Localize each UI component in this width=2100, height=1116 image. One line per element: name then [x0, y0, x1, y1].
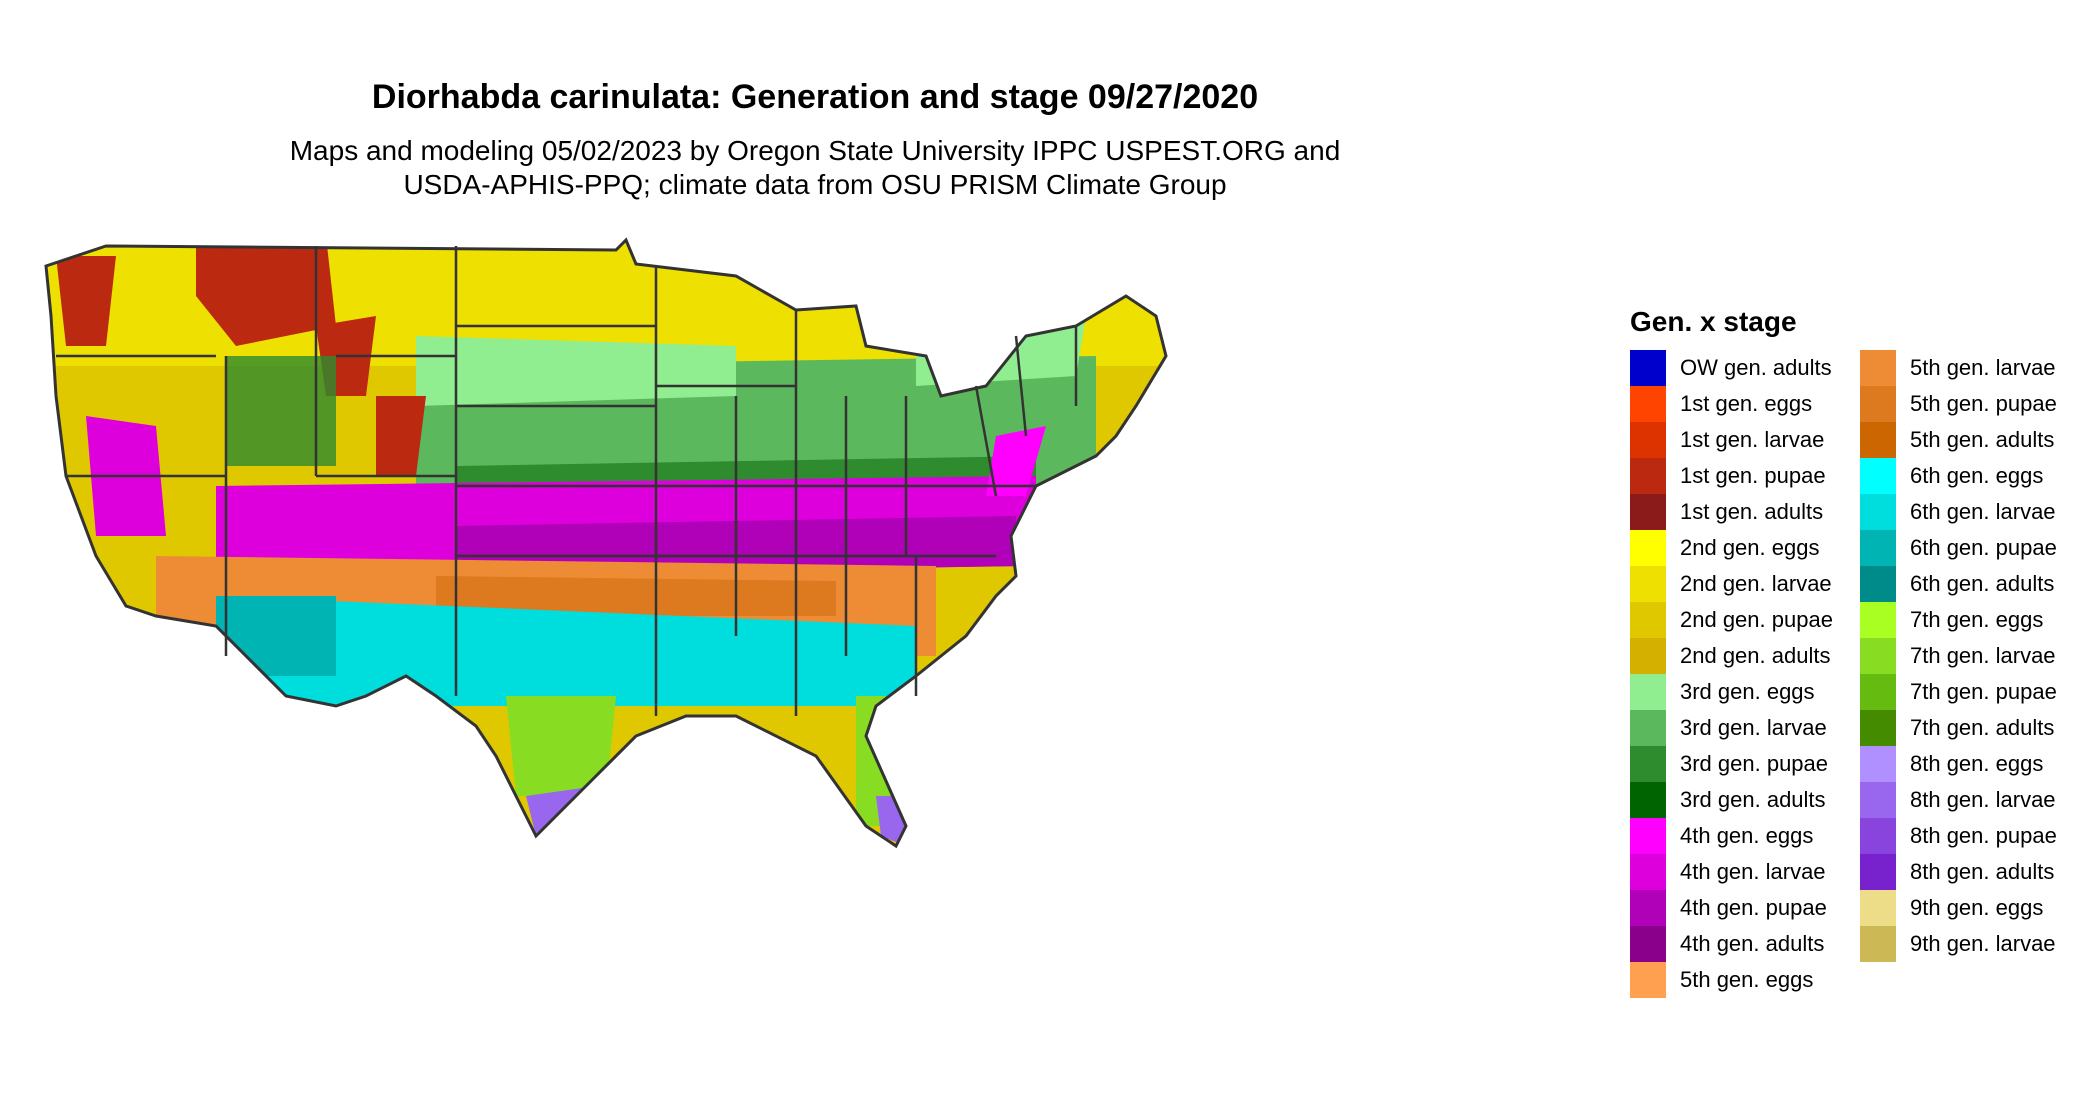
legend-label: 4th gen. pupae: [1680, 895, 1827, 920]
legend-swatch: [1860, 566, 1896, 602]
legend-swatch: [1630, 674, 1666, 710]
legend-swatch: [1630, 890, 1666, 926]
legend-swatch: [1630, 602, 1666, 638]
legend-label: 2nd gen. pupae: [1680, 607, 1833, 632]
legend-swatch: [1860, 818, 1896, 854]
legend-swatch: [1860, 602, 1896, 638]
legend-label: OW gen. adults: [1680, 355, 1832, 380]
legend-swatch: [1630, 782, 1666, 818]
legend-label: 2nd gen. adults: [1680, 643, 1831, 668]
legend-swatch: [1860, 350, 1896, 386]
legend-swatch: [1630, 818, 1666, 854]
legend-swatch: [1630, 710, 1666, 746]
legend-label: 5th gen. larvae: [1910, 355, 2056, 380]
legend-label: 4th gen. eggs: [1680, 823, 1814, 848]
legend-swatch: [1860, 638, 1896, 674]
legend-label: 7th gen. pupae: [1910, 679, 2057, 704]
legend-swatch: [1630, 530, 1666, 566]
legend-swatch: [1860, 494, 1896, 530]
subtitle-line-2: USDA-APHIS-PPQ; climate data from OSU PR…: [403, 169, 1227, 200]
legend-swatch: [1630, 854, 1666, 890]
legend-label: 6th gen. adults: [1910, 571, 2055, 596]
legend-label: 6th gen. eggs: [1910, 463, 2044, 488]
legend-label: 2nd gen. larvae: [1680, 571, 1832, 596]
legend-label: 6th gen. pupae: [1910, 535, 2057, 560]
legend-swatch: [1860, 854, 1896, 890]
legend-label: 8th gen. larvae: [1910, 787, 2056, 812]
legend-label: 9th gen. eggs: [1910, 895, 2044, 920]
map-subtitle: Maps and modeling 05/02/2023 by Oregon S…: [0, 134, 1630, 202]
legend-label: 3rd gen. eggs: [1680, 679, 1815, 704]
legend-label: 3rd gen. adults: [1680, 787, 1826, 812]
legend-label: 7th gen. larvae: [1910, 643, 2056, 668]
legend-swatch: [1630, 746, 1666, 782]
legend-label: 4th gen. larvae: [1680, 859, 1826, 884]
legend-label: 3rd gen. larvae: [1680, 715, 1827, 740]
legend-label: 1st gen. eggs: [1680, 391, 1813, 416]
legend-label: 7th gen. eggs: [1910, 607, 2044, 632]
legend-swatch: [1630, 458, 1666, 494]
legend-swatch: [1860, 674, 1896, 710]
legend-swatch: [1630, 566, 1666, 602]
legend-label: 4th gen. adults: [1680, 931, 1825, 956]
legend-label: 1st gen. adults: [1680, 499, 1824, 524]
legend-label: 7th gen. adults: [1910, 715, 2055, 740]
legend-swatch: [1860, 782, 1896, 818]
legend-label: 8th gen. pupae: [1910, 823, 2057, 848]
legend-label: 5th gen. eggs: [1680, 967, 1814, 992]
legend-swatch: [1630, 494, 1666, 530]
legend-swatch: [1630, 386, 1666, 422]
legend-swatch: [1860, 458, 1896, 494]
legend-swatch: [1860, 926, 1896, 962]
legend-swatch: [1860, 386, 1896, 422]
legend-label: 2nd gen. eggs: [1680, 535, 1820, 560]
legend-label: 1st gen. larvae: [1680, 427, 1825, 452]
conus-stage-map: [44, 237, 1168, 849]
legend-label: 3rd gen. pupae: [1680, 751, 1829, 776]
legend-swatch: [1860, 890, 1896, 926]
legend-label: 9th gen. larvae: [1910, 931, 2056, 956]
legend-swatch: [1630, 962, 1666, 998]
subtitle-line-1: Maps and modeling 05/02/2023 by Oregon S…: [289, 135, 1341, 166]
legend-label: 8th gen. adults: [1910, 859, 2055, 884]
legend-swatch: [1860, 422, 1896, 458]
legend-swatch: [1860, 710, 1896, 746]
legend-label: 1st gen. pupae: [1680, 463, 1826, 488]
legend-title: Gen. x stage: [1630, 306, 1797, 337]
legend-swatch: [1630, 926, 1666, 962]
map-title: Diorhabda carinulata: Generation and sta…: [371, 78, 1259, 116]
legend-swatch: [1860, 746, 1896, 782]
legend-label: 5th gen. adults: [1910, 427, 2055, 452]
legend-label: 8th gen. eggs: [1910, 751, 2044, 776]
legend-swatch: [1630, 350, 1666, 386]
legend-label: 6th gen. larvae: [1910, 499, 2056, 524]
legend-swatch: [1860, 530, 1896, 566]
legend-swatch: [1630, 422, 1666, 458]
legend-swatch: [1630, 638, 1666, 674]
legend-label: 5th gen. pupae: [1910, 391, 2057, 416]
